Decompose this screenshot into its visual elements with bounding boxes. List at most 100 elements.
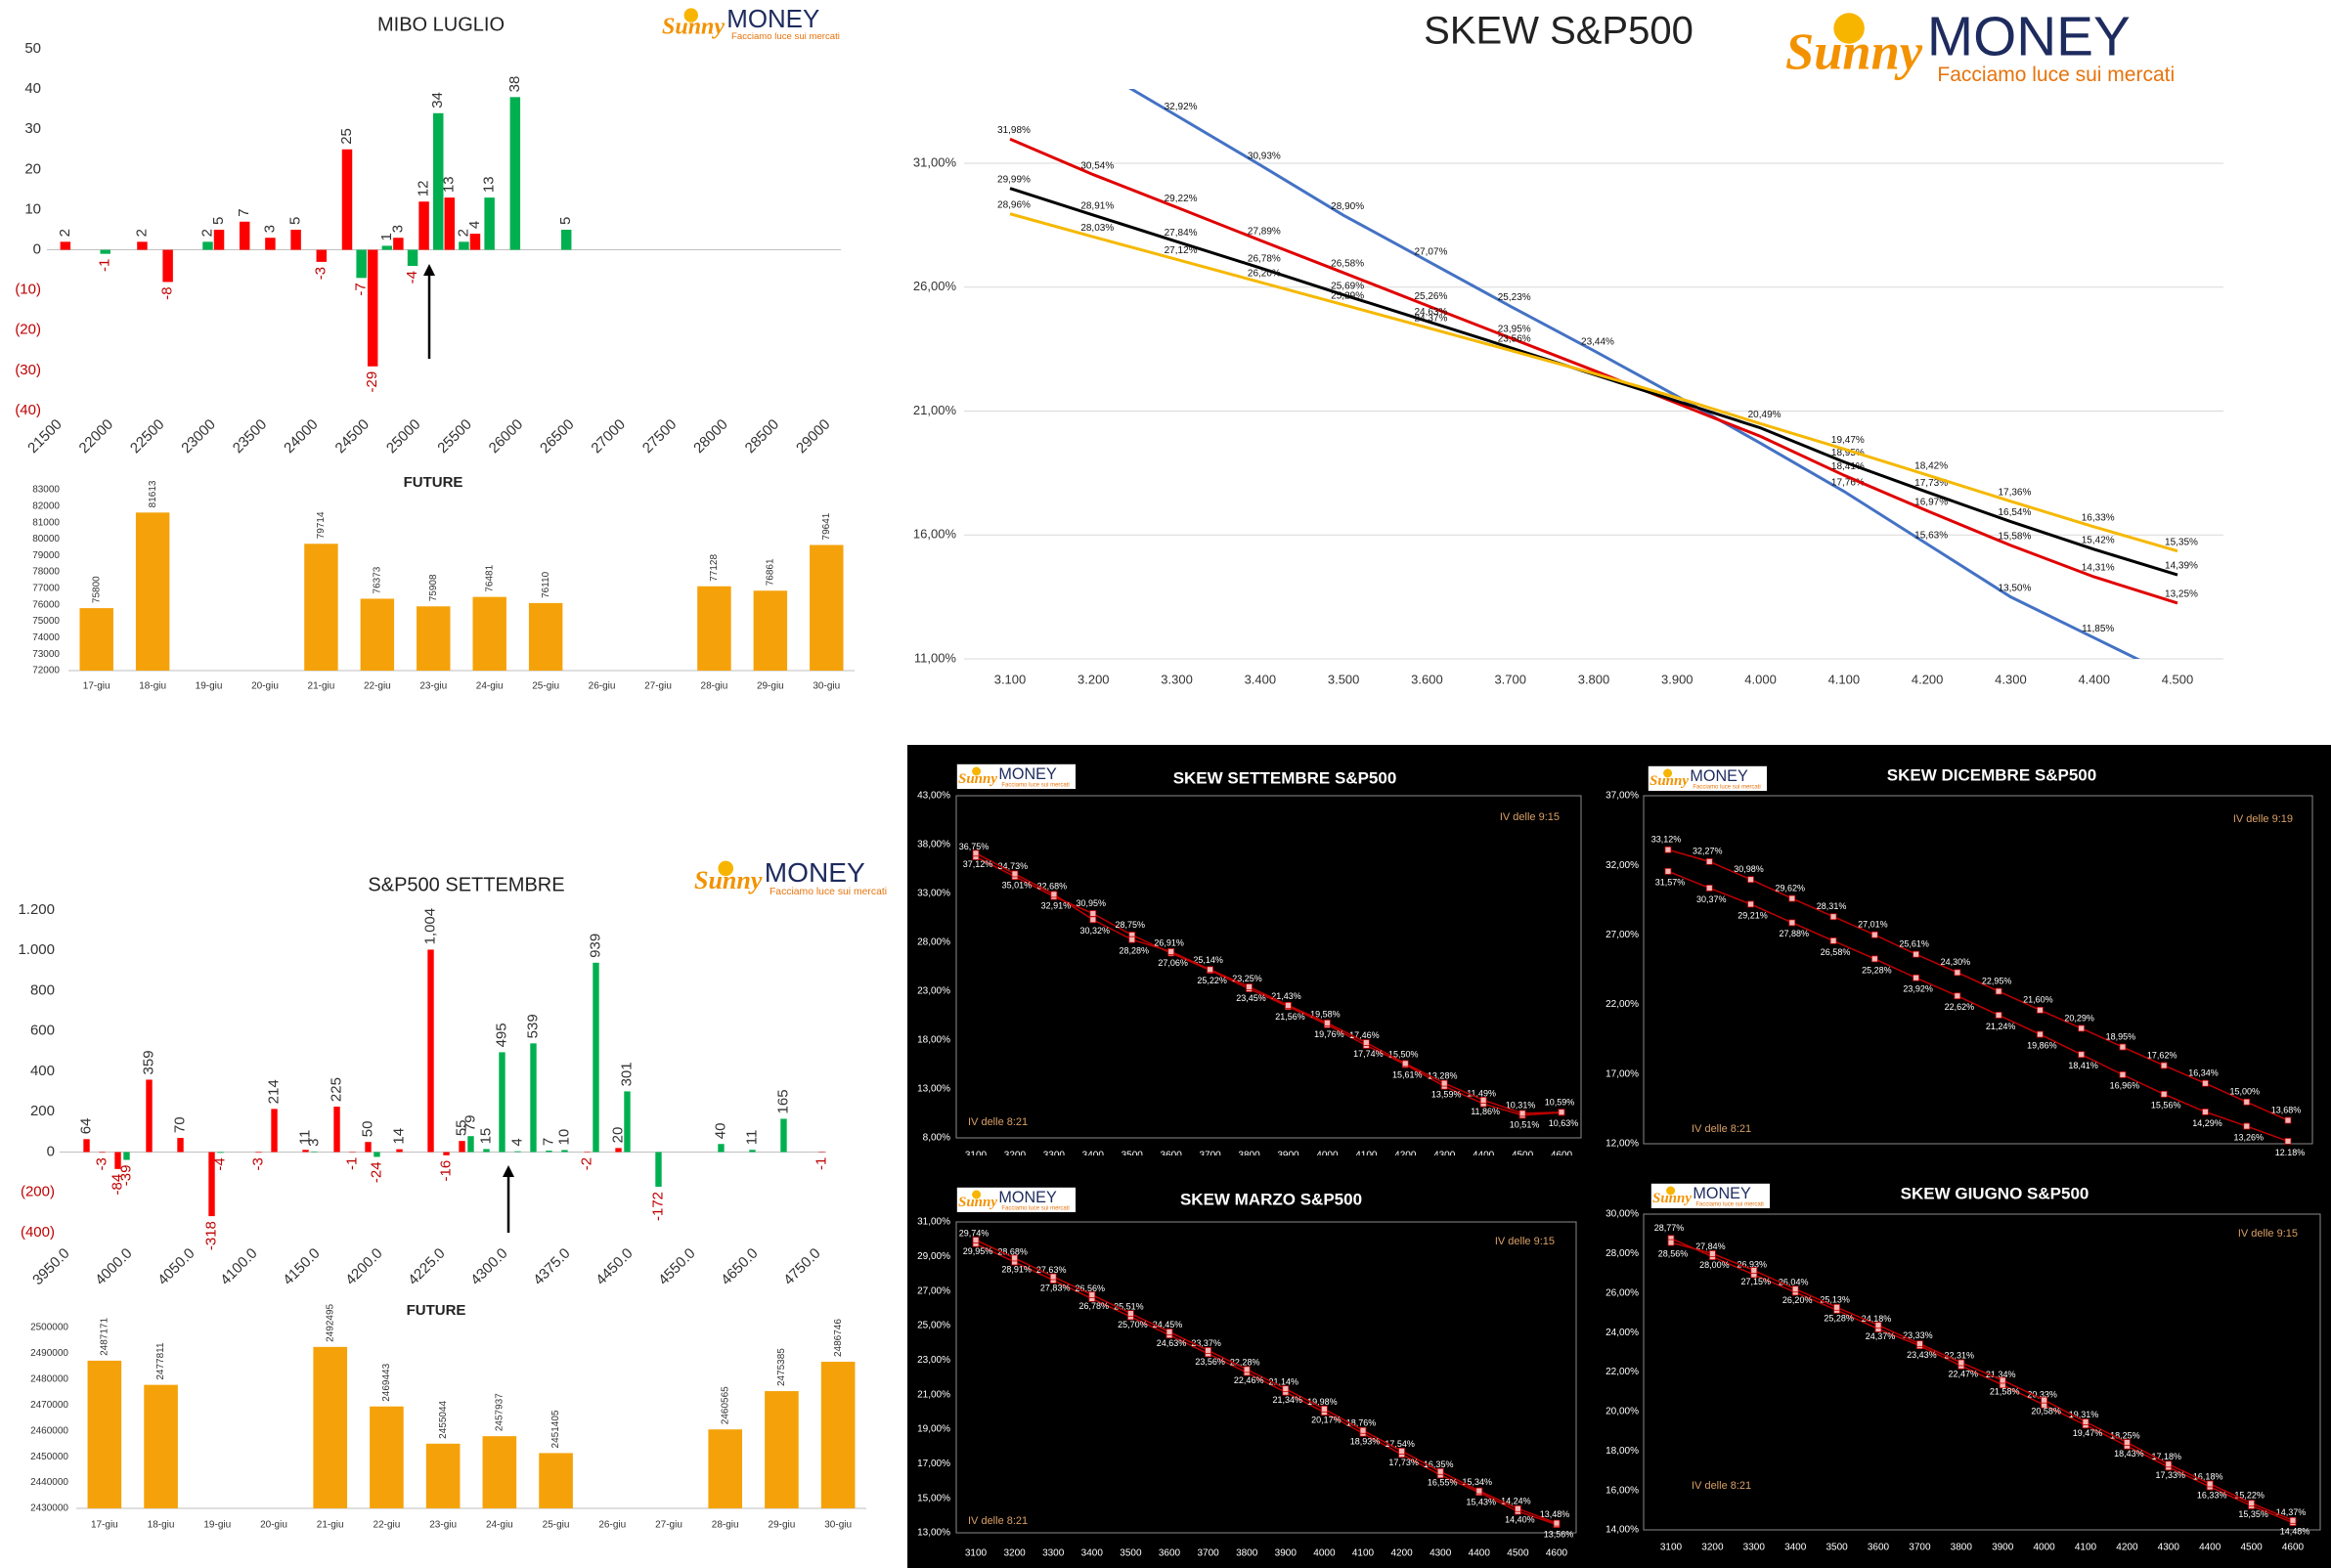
logo-script: Sunny [1785,23,1923,80]
bar [425,1443,461,1508]
data-label: 15,50% [1388,1049,1419,1059]
bar [561,1150,568,1153]
data-label: 25,26% [1414,291,1447,302]
bar [213,230,225,250]
data-label: 30,54% [1080,160,1114,171]
x-tick-label: 28-giu [701,681,728,692]
data-label: 15,42% [2082,536,2115,546]
marker [1788,919,1796,927]
data-label: 165 [774,1089,791,1113]
data-label: 14,31% [2082,563,2115,574]
data-label: 19,76% [1314,1029,1344,1039]
x-tick-label: 3.200 [1078,672,1110,686]
x-tick-label: 19-giu [196,681,223,692]
data-label: 27,12% [1165,245,1198,256]
y-tick-label: 18,00% [917,1035,950,1046]
y-tick-label: 2480000 [30,1373,68,1384]
data-label: 15,35% [2238,1509,2268,1519]
data-label: 37,12% [963,859,993,869]
data-label: 2457937 [494,1393,505,1431]
data-label: 26,91% [1154,937,1184,947]
marker [1246,983,1253,990]
y-tick-label: 78000 [32,567,60,578]
data-label: 18,41% [2068,1061,2098,1070]
data-label: 10,31% [1506,1100,1536,1110]
bar [528,602,563,671]
data-label: 939 [587,934,603,958]
marker [1088,1291,1096,1298]
x-tick-label: 22-giu [364,681,391,692]
x-tick-label: 3300 [1743,1543,1766,1553]
marker [1166,1328,1173,1335]
data-label: 27,84% [1165,228,1198,239]
bar [217,1152,224,1154]
data-label: 359 [140,1050,156,1074]
data-label: 13,48% [1540,1509,1570,1519]
marker [2289,1516,2297,1524]
data-label: 25,28% [1824,1314,1854,1324]
x-tick-label: 4100 [1352,1548,1375,1559]
bar [271,1109,278,1153]
y-tick-label: 30,00% [1605,1209,1639,1220]
bar [697,586,731,671]
marker [2243,1098,2251,1106]
y-tick-label: 40 [24,80,41,97]
x-tick-label: 3.400 [1245,672,1277,686]
data-label: 27,01% [1858,920,1888,930]
y-tick-label: 14,00% [1605,1525,1639,1536]
y-tick-label: 26,00% [1605,1287,1639,1298]
data-label: 15,00% [2229,1087,2260,1097]
data-label: 11 [296,1130,313,1146]
y-tick-label: 2430000 [30,1503,68,1514]
data-label: 27,88% [1780,929,1810,938]
y-tick-label: 50 [24,40,41,57]
data-label: 7 [540,1138,556,1146]
series-line [1128,89,2141,659]
data-label: 79641 [821,512,832,540]
plot-frame [955,795,1582,1139]
data-label: 75908 [428,574,439,601]
marker [2248,1500,2256,1507]
logo-tagline: Facciamo luce sui mercati [1695,1201,1763,1207]
x-tick-label: 3800 [1951,1543,1973,1553]
bar [472,596,506,671]
data-label: 12 [416,181,432,197]
y-tick-label: 72000 [32,666,60,676]
data-label: -3 [93,1157,110,1170]
marker [1829,913,1837,921]
y-tick-label: 43,00% [917,791,950,802]
x-tick-label: 26-giu [598,1520,626,1531]
data-label: 21,43% [1271,991,1301,1001]
marker [1011,870,1019,878]
data-label: 26,20% [1248,268,1281,279]
bar [79,608,113,671]
data-label: 33,12% [1651,835,1682,845]
data-label: 25,61% [1899,939,1929,949]
data-label: 24,45% [1153,1320,1183,1329]
marker [1479,1097,1487,1104]
bar [444,197,456,250]
marker [1558,1109,1565,1116]
data-label: 76481 [484,564,495,591]
x-tick-label: 4.400 [2078,672,2110,686]
data-label: 10 [555,1129,572,1146]
y-tick-label: (20) [15,322,41,338]
data-label: 16,18% [2193,1471,2223,1481]
marker [1870,931,1878,938]
series-line [1667,870,2289,1143]
bar [333,1107,340,1153]
data-label: 16,54% [1998,507,2031,518]
x-tick-label: 3600 [1868,1543,1890,1553]
data-label: 29,99% [997,174,1031,185]
data-label: 2477811 [155,1342,166,1380]
y-tick-label: 18,00% [1605,1446,1639,1457]
marker [1401,1060,1409,1067]
chart-title: FUTURE [404,474,463,491]
x-tick-label: 3.800 [1578,672,1610,686]
bar [123,1152,130,1160]
bar [114,1152,121,1169]
marker [2036,1030,2044,1038]
data-label: 28,56% [1658,1248,1689,1258]
data-label: 21,56% [1275,1012,1305,1022]
